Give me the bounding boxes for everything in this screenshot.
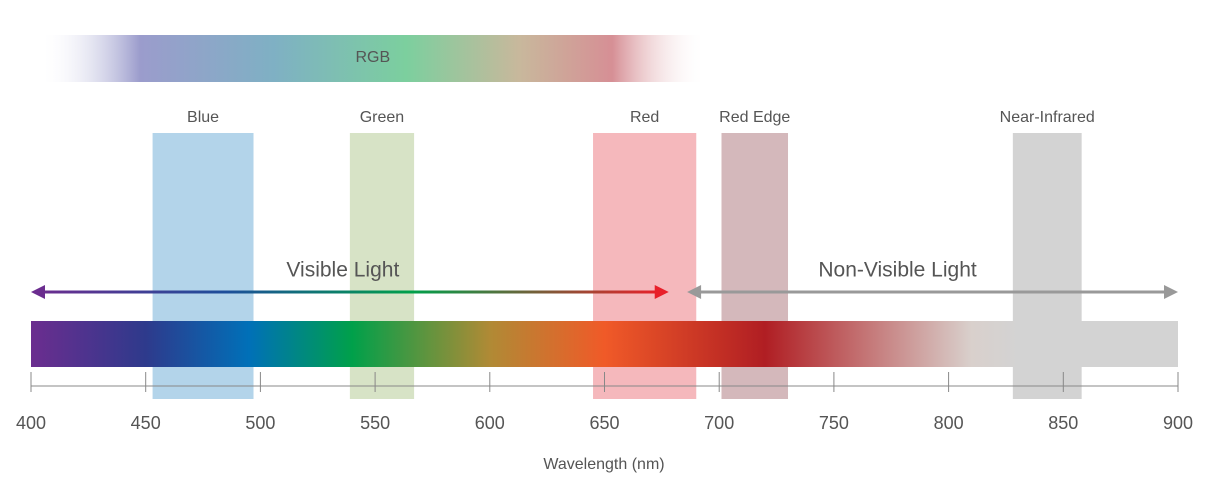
x-tick-label: 700: [704, 413, 734, 433]
band-label: Blue: [187, 109, 219, 126]
x-tick-label: 900: [1163, 413, 1193, 433]
x-tick-label: 800: [934, 413, 964, 433]
region-label: Non-Visible Light: [818, 259, 977, 282]
rgb-bar: [40, 35, 706, 82]
x-tick-label: 650: [589, 413, 619, 433]
arrow-head: [1164, 285, 1178, 299]
band-label: Near-Infrared: [1000, 109, 1095, 126]
band-label: Red Edge: [719, 109, 790, 126]
arrow-head: [31, 285, 45, 299]
arrow-head: [687, 285, 702, 299]
x-tick-label: 600: [475, 413, 505, 433]
x-tick-label: 550: [360, 413, 390, 433]
x-tick-label: 750: [819, 413, 849, 433]
region-arrow: [697, 290, 1168, 294]
x-axis-label: Wavelength (nm): [543, 456, 664, 473]
x-tick-label: 450: [131, 413, 161, 433]
spectrum-bar: [31, 321, 1178, 367]
overlay: Visible Light Non-Visible Light 400 450 500 5…: [16, 259, 1193, 433]
arrow-head: [654, 285, 669, 299]
x-tick-label: 850: [1048, 413, 1078, 433]
region-label: Visible Light: [286, 259, 399, 282]
x-tick-label: 400: [16, 413, 46, 433]
region-arrow: [41, 290, 659, 294]
x-tick-label: 500: [245, 413, 275, 433]
rgb-label: RGB: [355, 49, 390, 66]
band-label: Green: [360, 109, 404, 126]
band-label: Red: [630, 109, 659, 126]
